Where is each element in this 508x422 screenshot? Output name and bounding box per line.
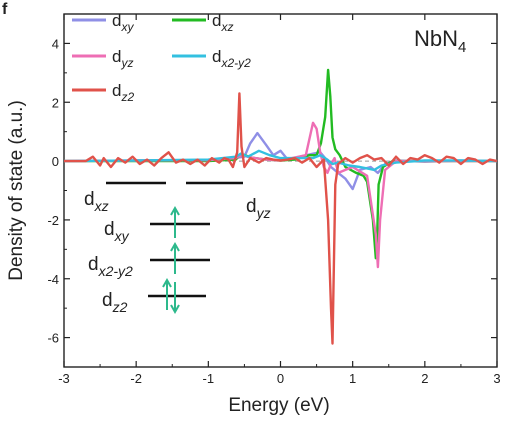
energy-level-inset: dxz dyz dxy dx2-y2 dz2: [84, 181, 271, 315]
level-label-dyz: dyz: [246, 196, 271, 221]
legend-label-x2-y2: dx2-y2: [212, 47, 251, 70]
spin-up-arrowhead: [162, 277, 172, 288]
y-tick-label: 2: [52, 95, 59, 110]
x-tick-label: -1: [203, 371, 215, 386]
legend-label-z2: dz2: [112, 81, 134, 104]
y-tick-label: 0: [52, 154, 59, 169]
spin-up-arrowhead: [170, 241, 180, 252]
legend-label-yz: dyz: [112, 47, 133, 70]
x-axis-label: Energy (eV): [228, 395, 329, 416]
x-tick-label: -3: [58, 371, 70, 386]
y-tick-label: -6: [47, 331, 59, 346]
y-tick-label: -4: [47, 272, 59, 287]
series-line-x2-y2: [63, 149, 498, 172]
panel-letter: f: [2, 1, 8, 18]
y-tick-label: -2: [47, 213, 59, 228]
series-layer: [63, 68, 498, 345]
legend-label-xz: dxz: [212, 11, 233, 34]
x-tick-label: 1: [349, 371, 356, 386]
x-tick-label: 3: [493, 371, 500, 386]
compound-annotation: NbN4: [414, 26, 466, 56]
x-tick-label: -2: [130, 371, 142, 386]
spin-up-arrowhead: [170, 205, 180, 216]
x-tick-label: 0: [277, 371, 284, 386]
y-tick-label: 4: [52, 36, 59, 51]
series-line-yz: [63, 121, 497, 269]
y-axis-label: Density of state (a.u.): [6, 100, 27, 281]
level-label-dx2y2: dx2-y2: [88, 254, 133, 279]
axes: -3 -2 -1 0 1 2 3 -6 -4 -2 0 2 4: [47, 13, 501, 386]
x-tick-label: 2: [421, 371, 428, 386]
series-line-z2: [64, 92, 498, 345]
level-label-dxz: dxz: [84, 189, 109, 214]
level-label-dxy: dxy: [104, 219, 130, 244]
legend-label-xy: dxy: [112, 11, 134, 34]
legend: dxy dxz dyz dx2-y2 dz2: [72, 11, 251, 104]
spin-down-arrowhead: [170, 304, 180, 315]
level-label-dz2: dz2: [102, 290, 128, 315]
